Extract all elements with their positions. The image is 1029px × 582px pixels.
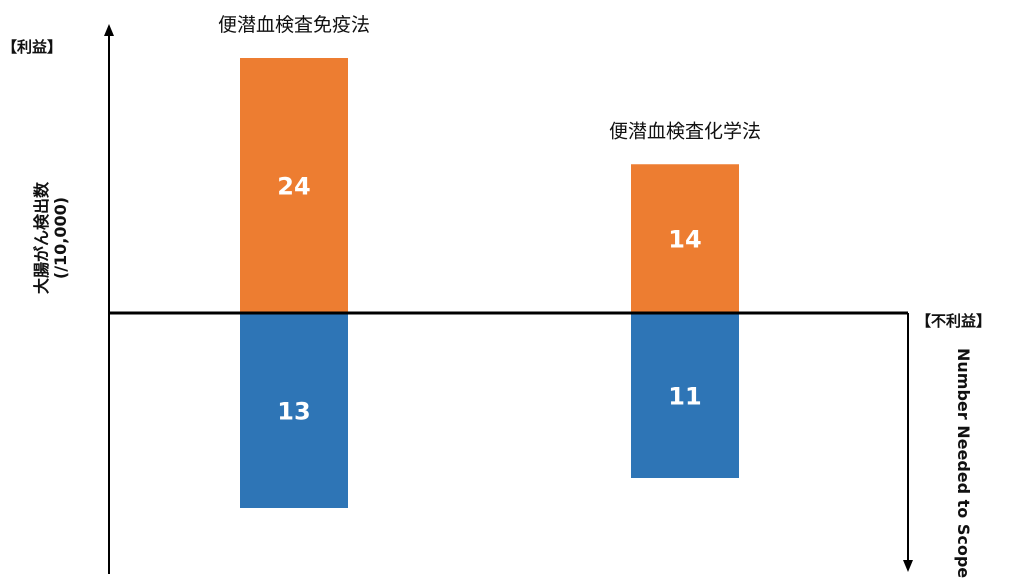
- y-axis-label: 大腸がん検出数: [32, 181, 51, 294]
- harm-axis-label: Number Needed to Scope: [954, 348, 973, 578]
- benefit-bar: [240, 58, 348, 313]
- category-label: 便潜血検査免疫法: [218, 14, 370, 36]
- harm-value-label: 11: [668, 383, 701, 411]
- harm-bar: [240, 313, 348, 508]
- y-axis-arrow-up-icon: [104, 24, 114, 36]
- axes-group: [104, 24, 913, 574]
- category-label: 便潜血検査化学法: [609, 120, 761, 142]
- benefit-value-label: 14: [668, 226, 701, 254]
- harm-label: 【不利益】: [916, 312, 991, 330]
- benefit-bar: [631, 164, 739, 313]
- harm-axis-arrow-down-icon: [903, 560, 913, 572]
- bars-group: 24 13 便潜血検査免疫法 14 11 便潜血検査化学法: [218, 14, 761, 508]
- labels-group: 【利益】 【不利益】 大腸がん検出数 (/10,000) Number Need…: [2, 38, 991, 578]
- harm-bar: [631, 313, 739, 478]
- harm-value-label: 13: [277, 398, 310, 426]
- benefit-label: 【利益】: [2, 38, 62, 56]
- y-axis-unit: (/10,000): [51, 197, 70, 279]
- benefit-value-label: 24: [277, 173, 310, 201]
